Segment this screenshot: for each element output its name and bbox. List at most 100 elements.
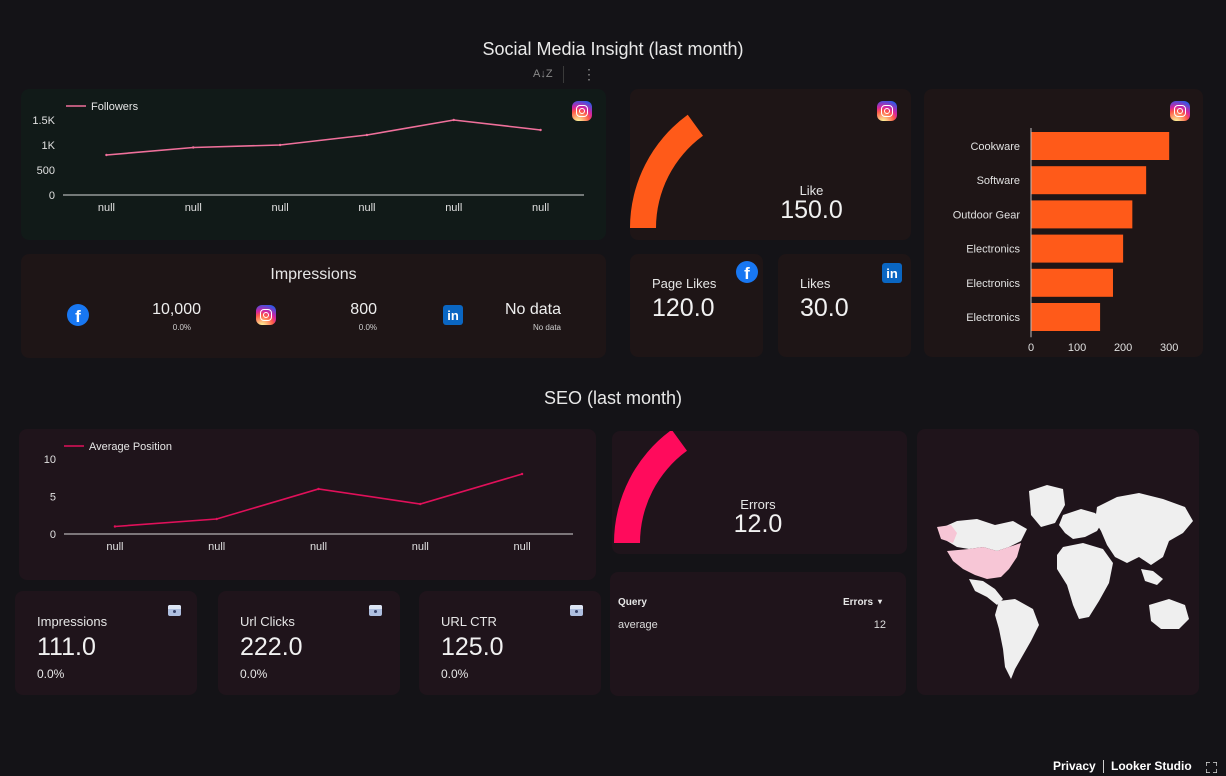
sort-desc-icon[interactable]: ▾ — [878, 597, 883, 606]
sort-icon[interactable]: A↓Z — [533, 68, 553, 80]
map-region-australia — [1149, 599, 1189, 629]
fullscreen-icon[interactable] — [1205, 760, 1218, 774]
bar[interactable] — [1031, 132, 1170, 160]
instagram-icon — [572, 101, 592, 121]
bar[interactable] — [1031, 303, 1101, 331]
instagram-icon — [1170, 101, 1190, 121]
errors-column-header[interactable]: Errors — [843, 597, 874, 608]
category-label: Electronics — [966, 278, 1020, 290]
page-title: Social Media Insight (last month) — [482, 39, 744, 59]
y-tick-label: 5 — [50, 492, 56, 504]
like-gauge-arc — [630, 114, 703, 228]
x-tick-label: null — [208, 541, 225, 553]
facebook-impressions-value: 10,000 — [152, 301, 201, 318]
data-point[interactable] — [452, 118, 455, 122]
data-point[interactable] — [215, 517, 218, 521]
like-label: Like — [799, 183, 824, 198]
data-point[interactable] — [278, 143, 282, 147]
bar[interactable] — [1031, 268, 1113, 297]
legend-label: Average Position — [89, 441, 172, 453]
data-point[interactable] — [113, 525, 117, 528]
instagram-icon — [877, 101, 897, 121]
x-tick-label: null — [532, 202, 549, 214]
x-tick-label: null — [310, 541, 327, 553]
data-point[interactable] — [317, 487, 320, 491]
map-region-usa — [947, 543, 1021, 579]
linkedin-icon: in — [882, 263, 902, 283]
legend-label: Followers — [91, 101, 139, 113]
linkedin-icon: in — [443, 305, 463, 325]
url-clicks-card: Url Clicks 222.0 0.0% — [218, 591, 400, 695]
seo-impressions-label: Impressions — [37, 614, 108, 629]
data-point[interactable] — [419, 502, 422, 506]
map-region-asia — [1095, 493, 1193, 565]
x-tick-label: null — [412, 541, 429, 553]
y-tick-label: 1K — [42, 140, 56, 152]
y-tick-label: 1.5K — [32, 115, 55, 127]
average-position-chart: 0 5 10 null null null null null Average Position — [44, 441, 573, 553]
facebook-impressions-change: 0.0% — [172, 323, 191, 332]
query-table: Query Errors ▾ average 12 — [610, 572, 906, 696]
data-point[interactable] — [520, 472, 524, 476]
bar[interactable] — [1031, 234, 1124, 263]
series-line — [114, 473, 523, 528]
product-bar-chart: Cookware Software Outdoor Gear Electronics E… — [953, 128, 1178, 354]
x-tick-label: 0 — [1028, 342, 1034, 354]
y-tick-label: 0 — [49, 190, 55, 202]
search-console-icon — [369, 605, 382, 616]
followers-chart: 0 500 1K 1.5K null null null null null null Follow… — [32, 101, 584, 214]
map-region-south-america — [995, 599, 1039, 679]
errors-value: 12.0 — [733, 510, 783, 538]
seo-impressions-card: Impressions 111.0 0.0% — [15, 591, 197, 695]
seo-impressions-value: 111.0 — [37, 633, 96, 661]
linkedin-impressions-change: No data — [532, 323, 561, 332]
data-point[interactable] — [539, 128, 542, 132]
query-column-header[interactable]: Query — [618, 597, 647, 608]
bar[interactable] — [1031, 200, 1133, 229]
y-tick-label: 500 — [37, 165, 55, 177]
map-region-europe — [1059, 509, 1103, 539]
instagram-icon — [256, 305, 276, 325]
instagram-impressions-change: 0.0% — [358, 323, 377, 332]
category-label: Electronics — [966, 244, 1020, 256]
facebook-icon: f — [67, 304, 89, 326]
category-label: Software — [977, 175, 1020, 187]
url-clicks-label: Url Clicks — [240, 614, 295, 629]
x-tick-label: null — [185, 202, 202, 214]
page-likes-value: 120.0 — [652, 294, 715, 322]
url-ctr-value: 125.0 — [441, 633, 504, 661]
errors-gauge — [614, 429, 687, 543]
category-label: Electronics — [966, 312, 1020, 324]
bar[interactable] — [1031, 166, 1147, 195]
x-tick-label: 300 — [1160, 342, 1178, 354]
y-tick-label: 10 — [44, 454, 56, 466]
url-ctr-label: URL CTR — [441, 614, 497, 629]
likes-value: 30.0 — [800, 294, 849, 322]
privacy-link[interactable]: Privacy — [1053, 759, 1096, 773]
product-bar-chart-panel: Cookware Software Outdoor Gear Electronics E… — [924, 89, 1203, 357]
map-region-southeast-asia — [1141, 569, 1163, 585]
looker-studio-brand[interactable]: Looker Studio — [1111, 759, 1192, 773]
page-likes-label: Page Likes — [652, 276, 717, 291]
data-point[interactable] — [105, 153, 108, 157]
errors-label: Errors — [740, 497, 776, 512]
x-tick-label: null — [272, 202, 289, 214]
data-point[interactable] — [192, 146, 195, 149]
more-options-icon[interactable]: ⋮ — [582, 66, 596, 82]
like-value: 150.0 — [780, 196, 843, 224]
url-ctr-card: URL CTR 125.0 0.0% — [419, 591, 601, 695]
x-tick-label: null — [106, 541, 123, 553]
data-point[interactable] — [365, 133, 369, 137]
linkedin-impressions-value: No data — [504, 301, 561, 318]
map-region-alaska — [937, 525, 957, 543]
table-row-query: average — [618, 619, 658, 631]
seo-impressions-change: 0.0% — [37, 667, 65, 681]
url-ctr-change: 0.0% — [441, 667, 469, 681]
search-console-icon — [168, 605, 181, 616]
errors-gauge-panel: Errors 12.0 — [612, 429, 907, 554]
x-tick-label: 100 — [1068, 342, 1086, 354]
map-region-africa — [1057, 543, 1113, 619]
likes-label: Likes — [800, 276, 831, 291]
map-region-canada — [939, 519, 1027, 551]
x-tick-label: null — [98, 202, 115, 214]
